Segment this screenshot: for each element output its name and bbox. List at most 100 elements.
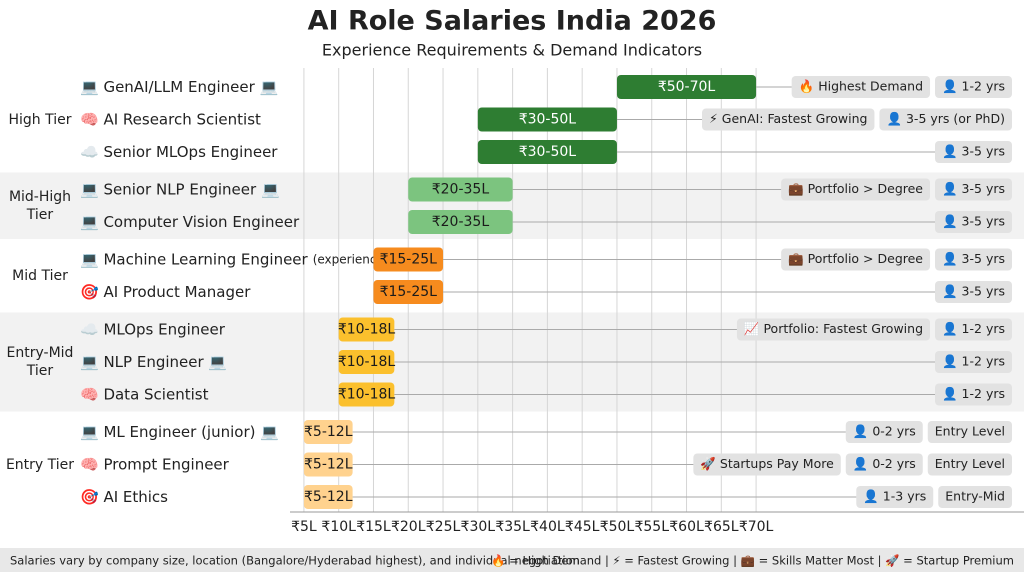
bar — [408, 177, 513, 202]
bar — [303, 485, 353, 509]
role-label: 💻 Machine Learning Engineer (experienced) — [80, 250, 396, 268]
badge-text: 👤 3-5 yrs — [942, 181, 1005, 196]
badge: 👤 3-5 yrs (or PhD) — [879, 108, 1012, 131]
badge: 👤 0-2 yrs — [845, 453, 923, 476]
badge-text: 👤 1-2 yrs — [942, 79, 1005, 94]
role-label: 💻 Computer Vision Engineer — [80, 213, 300, 231]
badge-box — [935, 248, 1012, 271]
badge: 👤 3-5 yrs — [935, 248, 1012, 271]
legend-note: 🔥 = High Demand | ⚡ = Fastest Growing | … — [491, 554, 1014, 568]
badge-text: 👤 0-2 yrs — [853, 456, 916, 471]
bar — [338, 317, 395, 342]
role-label: 💻 ML Engineer (junior) 💻 — [80, 423, 279, 441]
badge-box — [791, 76, 931, 98]
badge-box — [845, 453, 923, 476]
chart-title: AI Role Salaries India 2026 — [308, 6, 717, 37]
badge-box — [927, 453, 1012, 476]
grid — [303, 68, 757, 512]
role-name: 🎯 AI Ethics — [80, 488, 168, 506]
bar — [338, 350, 395, 374]
role-name: 🧠 AI Research Scientist — [80, 110, 261, 128]
badge-box — [702, 108, 875, 131]
badge: 👤 1-2 yrs — [935, 351, 1012, 373]
bar — [303, 452, 353, 477]
badge-text: ⚡ GenAI: Fastest Growing — [709, 111, 867, 126]
badge: 👤 3-5 yrs — [935, 178, 1012, 201]
role-label: ☁️ MLOps Engineer — [80, 320, 226, 338]
badge-text: 👤 3-5 yrs — [942, 144, 1005, 159]
bar-label: ₹15-25L — [380, 252, 438, 268]
role-label: 🧠 Prompt Engineer — [80, 455, 230, 473]
badge-box — [935, 76, 1012, 98]
x-tick-label: ₹60L — [669, 519, 704, 535]
x-tick-label: ₹55L — [634, 519, 669, 535]
badge-text: 👤 3-5 yrs — [942, 284, 1005, 299]
badge-text: 🚀 Startups Pay More — [700, 456, 834, 471]
bar — [338, 382, 395, 407]
badge-box — [927, 421, 1012, 443]
badge-box — [935, 141, 1012, 163]
role-name: 💻 ML Engineer (junior) 💻 — [80, 423, 279, 441]
badge-box — [781, 248, 931, 271]
badge: ⚡ GenAI: Fastest Growing — [702, 108, 875, 131]
role-label: 🧠 Data Scientist — [80, 385, 209, 403]
badge-text: 🔥 Highest Demand — [799, 79, 923, 94]
role-name: 💻 NLP Engineer 💻 — [80, 353, 227, 371]
bar-label: ₹5-12L — [304, 457, 353, 473]
badge-box — [856, 486, 934, 508]
bar-label: ₹30-50L — [519, 112, 577, 128]
bar-label: ₹20-35L — [432, 182, 490, 198]
x-tick-label: ₹30L — [461, 519, 496, 535]
badge: Entry-Mid — [938, 486, 1012, 508]
bar-label: ₹5-12L — [304, 489, 353, 505]
badge-text: Entry Level — [935, 456, 1005, 471]
badge: 👤 3-5 yrs — [935, 281, 1012, 303]
badge-box — [693, 453, 841, 476]
badge-box — [736, 318, 931, 341]
badge-text: 📈 Portfolio: Fastest Growing — [744, 321, 923, 336]
role-name: ☁️ MLOps Engineer — [80, 320, 226, 338]
tier-label: Mid-High Tier — [8, 188, 72, 223]
badge-text: 👤 3-5 yrs — [942, 251, 1005, 266]
chart-subtitle: Experience Requirements & Demand Indicat… — [322, 41, 702, 60]
badge-text: 👤 3-5 yrs — [942, 214, 1005, 229]
bar-label: ₹20-35L — [432, 214, 490, 230]
badge-box — [935, 318, 1012, 341]
bar-label: ₹50-70L — [658, 79, 716, 95]
badge-text: 👤 3-5 yrs (or PhD) — [886, 111, 1005, 126]
badge: 🔥 Highest Demand — [791, 76, 931, 98]
badge: 👤 3-5 yrs — [935, 211, 1012, 233]
role-name: 💻 Machine Learning Engineer — [80, 250, 309, 268]
badge-text: 💼 Portfolio > Degree — [788, 181, 923, 196]
badge-box — [935, 351, 1012, 373]
bar-label: ₹15-25L — [380, 284, 438, 300]
footnote: Salaries vary by company size, location … — [10, 554, 580, 568]
badge: 💼 Portfolio > Degree — [781, 178, 931, 201]
tier-label: Entry Tier — [5, 456, 75, 473]
tier-label: Mid Tier — [12, 267, 68, 284]
x-tick-label: ₹15L — [356, 519, 391, 535]
x-tick-label: ₹10L — [321, 519, 356, 535]
x-tick-label: ₹35L — [495, 519, 530, 535]
badge-text: Entry Level — [935, 424, 1005, 439]
x-tick-label: ₹5L — [291, 519, 317, 535]
bar — [373, 280, 444, 304]
footer-band — [0, 548, 1024, 572]
role-name: 🧠 Prompt Engineer — [80, 455, 230, 473]
role-label: 💻 GenAI/LLM Engineer 💻 — [80, 78, 279, 96]
tier-label: High Tier — [8, 111, 72, 128]
role-name: 🧠 Data Scientist — [80, 385, 209, 403]
bar-label: ₹10-18L — [338, 354, 396, 370]
badge-text: 👤 1-3 yrs — [863, 489, 926, 504]
tier-label: Entry-Mid Tier — [6, 345, 74, 379]
bar-label: ₹10-18L — [338, 387, 396, 403]
role-label: 🎯 AI Product Manager — [80, 283, 251, 301]
bar — [408, 210, 513, 234]
x-tick-label: ₹45L — [565, 519, 600, 535]
badge: Entry Level — [927, 453, 1012, 476]
badge: 👤 0-2 yrs — [845, 421, 923, 443]
role-name: 💻 GenAI/LLM Engineer 💻 — [80, 78, 279, 96]
x-tick-label: ₹50L — [600, 519, 635, 535]
role-label: 🎯 AI Ethics — [80, 488, 168, 506]
badge-text: 👤 1-2 yrs — [942, 386, 1005, 401]
